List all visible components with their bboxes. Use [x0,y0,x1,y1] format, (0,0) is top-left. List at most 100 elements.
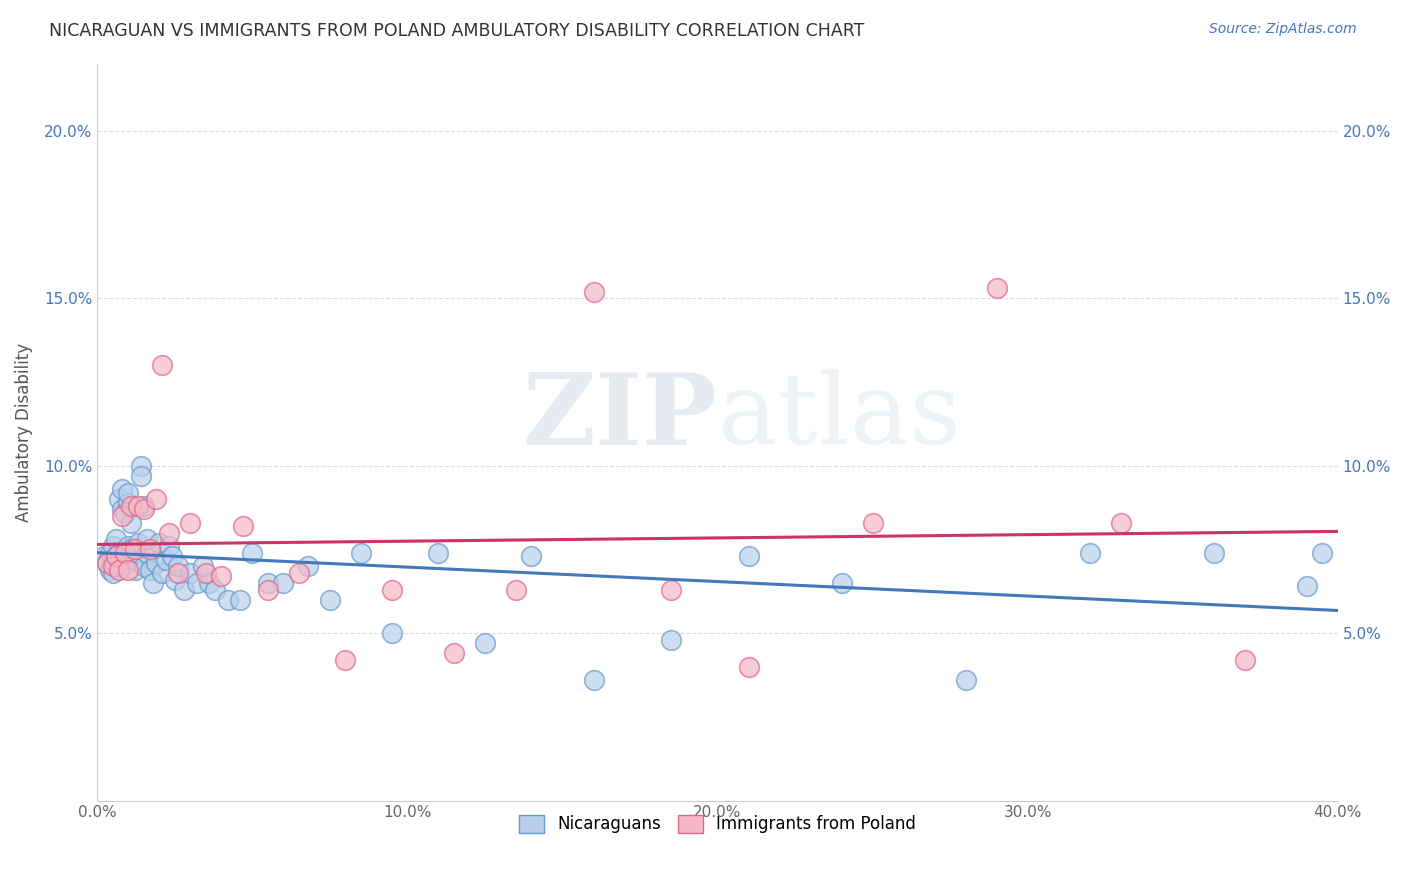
Point [142,576,165,591]
Text: ZIP: ZIP [523,369,717,467]
Point [1109,516,1132,530]
Point [127,546,149,560]
Point [132,502,155,516]
Point [229,592,252,607]
Point [124,542,146,557]
Point [155,552,177,566]
Point [381,582,404,597]
Point [1233,653,1256,667]
Point [173,582,195,597]
Point [108,563,131,577]
Text: NICARAGUAN VS IMMIGRANTS FROM POLAND AMBULATORY DISABILITY CORRELATION CHART: NICARAGUAN VS IMMIGRANTS FROM POLAND AMB… [49,22,865,40]
Point [257,582,280,597]
Point [582,673,605,687]
Point [129,458,152,473]
Point [297,559,319,574]
Point [124,552,146,566]
Text: Source: ZipAtlas.com: Source: ZipAtlas.com [1209,22,1357,37]
Point [101,566,124,580]
Point [520,549,543,564]
Point [111,559,134,574]
Point [986,281,1008,295]
Point [132,559,155,574]
Point [582,285,605,299]
Point [443,646,465,660]
Point [120,542,142,557]
Point [104,533,127,547]
Point [98,546,121,560]
Point [194,566,217,580]
Point [1295,579,1317,593]
Point [117,495,139,509]
Point [167,566,190,580]
Point [101,552,124,566]
Point [737,549,759,564]
Point [136,533,159,547]
Point [127,499,149,513]
Point [273,576,295,591]
Point [152,566,174,580]
Point [104,549,127,564]
Point [132,499,155,513]
Point [127,535,149,549]
Point [152,359,174,373]
Point [96,556,118,570]
Point [139,542,162,557]
Point [350,546,373,560]
Point [120,499,142,513]
Point [209,569,232,583]
Point [191,559,214,574]
Point [1310,546,1333,560]
Y-axis label: Ambulatory Disability: Ambulatory Disability [15,343,32,522]
Point [120,516,142,530]
Point [145,492,167,507]
Point [108,546,131,560]
Point [117,563,139,577]
Point [659,632,682,647]
Point [157,539,180,553]
Point [427,546,450,560]
Point [124,563,146,577]
Point [108,492,131,507]
Point [114,506,136,520]
Point [179,566,201,580]
Point [148,535,170,549]
Point [111,508,134,523]
Point [1202,546,1225,560]
Point [232,519,254,533]
Point [955,673,977,687]
Point [831,576,853,591]
Point [179,516,201,530]
Point [737,659,759,673]
Point [257,576,280,591]
Point [139,563,162,577]
Point [145,556,167,570]
Point [198,576,221,591]
Point [157,525,180,540]
Point [217,592,239,607]
Point [111,502,134,516]
Point [335,653,357,667]
Point [242,546,264,560]
Point [319,592,342,607]
Point [93,549,115,564]
Point [204,582,226,597]
Point [186,576,208,591]
Point [101,559,124,574]
Point [117,485,139,500]
Point [129,468,152,483]
Point [114,549,136,564]
Point [167,559,190,574]
Legend: Nicaraguans, Immigrants from Poland: Nicaraguans, Immigrants from Poland [512,808,922,840]
Point [862,516,884,530]
Point [1078,546,1101,560]
Point [659,582,682,597]
Point [160,549,183,564]
Point [104,549,127,564]
Point [104,559,127,574]
Point [114,546,136,560]
Text: atlas: atlas [717,369,960,466]
Point [101,539,124,553]
Point [381,626,404,640]
Point [96,556,118,570]
